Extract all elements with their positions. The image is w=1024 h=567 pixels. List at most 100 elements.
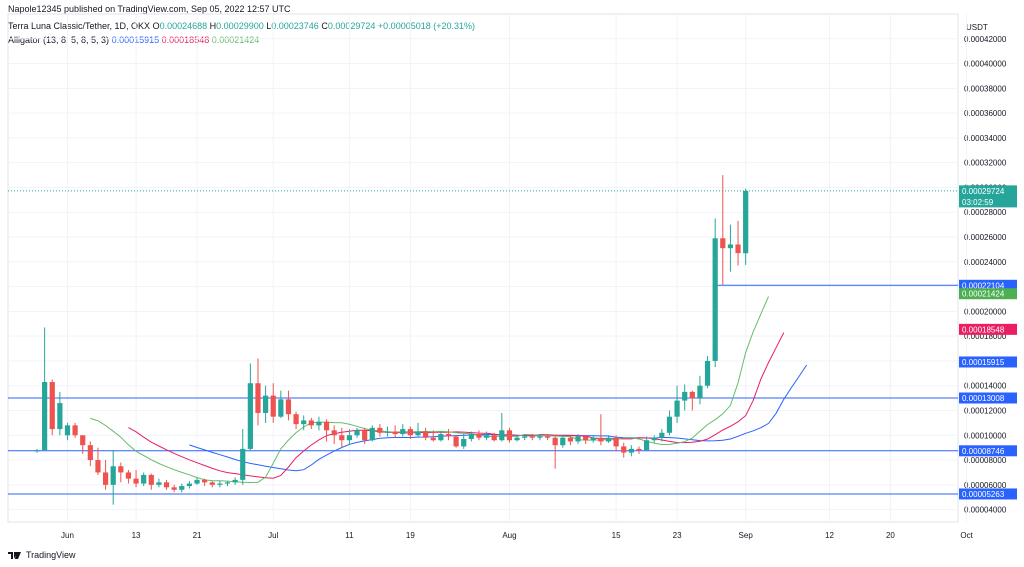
- candle-body: [194, 479, 200, 484]
- candle-body: [720, 238, 726, 249]
- candle-body: [499, 430, 505, 441]
- x-tick-label: 11: [345, 531, 354, 540]
- price-axis-label: [959, 288, 1017, 300]
- candle-body: [644, 440, 650, 451]
- y-tick-label: 0.00008000: [964, 456, 1007, 465]
- candle-body: [666, 416, 673, 433]
- candle-body: [453, 436, 459, 447]
- y-tick-label: 0.00020000: [964, 307, 1007, 316]
- open-value: 0.00024688: [159, 21, 208, 31]
- candle-body: [445, 434, 452, 437]
- alligator-lips-line: [90, 296, 769, 484]
- candle-body: [323, 421, 330, 431]
- candle-body: [735, 244, 741, 254]
- candle-body: [110, 466, 116, 485]
- candle-body: [682, 391, 688, 401]
- alligator-legend: Alligator (13, 8, 5, 8, 5, 3) 0.00015915…: [8, 35, 259, 45]
- candle-body: [689, 391, 695, 399]
- price-axis-label: [959, 185, 1017, 208]
- candle-body: [163, 482, 170, 488]
- price-axis-label-text: 0.00008746: [962, 447, 1005, 456]
- candle-body: [331, 430, 337, 436]
- y-tick-label: 0.00042000: [964, 35, 1007, 44]
- plot-border: [7, 13, 959, 523]
- x-tick-label: Sep: [739, 531, 754, 540]
- candle-body: [217, 483, 223, 485]
- alligator-jaw-line: [189, 364, 808, 472]
- x-tick-label: 15: [612, 531, 621, 540]
- y-tick-label: 0.00026000: [964, 233, 1007, 242]
- candle-body: [613, 437, 619, 447]
- price-axis-label-text: 0.00022104: [962, 281, 1005, 290]
- y-tick-label: 0.00036000: [964, 109, 1007, 118]
- candle-body: [247, 383, 253, 449]
- candle-body: [483, 435, 490, 438]
- candle-body: [102, 472, 109, 485]
- price-axis-label: [959, 279, 1017, 291]
- candle-body: [552, 437, 558, 446]
- candle-body: [712, 238, 718, 361]
- price-axis-label: [959, 356, 1017, 368]
- alligator-label[interactable]: Alligator (13, 8, 5, 8, 5, 3): [8, 35, 110, 45]
- candle-body: [468, 434, 474, 439]
- y-tick-label: 0.00030000: [964, 183, 1007, 192]
- candle-body: [704, 360, 711, 386]
- candle-body: [529, 436, 535, 438]
- candle-body: [628, 448, 634, 453]
- candle-body: [49, 381, 55, 430]
- candle-body: [293, 414, 299, 425]
- candle-body: [598, 437, 604, 442]
- y-tick-label: 0.00032000: [964, 159, 1007, 168]
- x-tick-label: Aug: [502, 531, 516, 540]
- candle-body: [354, 430, 360, 436]
- candle-body: [224, 482, 231, 484]
- candle-body: [232, 479, 238, 483]
- x-tick-label: 21: [193, 531, 202, 540]
- candle-body: [400, 429, 406, 435]
- candle-body: [727, 244, 734, 249]
- candle-body: [285, 399, 292, 415]
- candle-body: [316, 421, 322, 426]
- candle-body: [506, 430, 513, 441]
- candle-body: [567, 437, 573, 442]
- y-tick-label: 0.00016000: [964, 357, 1007, 366]
- candle-body: [544, 436, 551, 438]
- y-tick-label: 0.00024000: [964, 258, 1007, 267]
- candle-body: [141, 474, 147, 484]
- candle-body: [491, 435, 497, 441]
- alligator-teeth-line: [128, 332, 785, 479]
- candle-body: [369, 427, 375, 441]
- candle-body: [392, 431, 398, 435]
- candle-body: [674, 400, 680, 417]
- candle-body: [621, 446, 627, 453]
- candle-body: [423, 431, 429, 438]
- candle-body: [522, 436, 528, 438]
- price-axis-label-text: 0.00005263: [962, 490, 1005, 499]
- candle-body: [118, 466, 124, 473]
- price-axis-label-text: 0.00029724: [962, 187, 1005, 196]
- teeth-value: 0.00018548: [161, 35, 210, 45]
- y-tick-label: 0.00012000: [964, 406, 1007, 415]
- candle-body: [179, 486, 185, 490]
- ohlc-legend: Terra Luna Classic/Tether, 1D, OKX O0.00…: [8, 21, 475, 31]
- candle-body: [202, 479, 208, 483]
- tradingview-logo-icon: [8, 552, 21, 559]
- x-tick-label: Jul: [268, 531, 278, 540]
- candle-body: [278, 399, 284, 417]
- open-label: O: [152, 21, 160, 31]
- candle-body: [42, 381, 48, 451]
- y-tick-label: 0.00022000: [964, 283, 1007, 292]
- candle-body: [255, 383, 261, 413]
- y-tick-label: 0.00010000: [964, 431, 1007, 440]
- jaw-value: 0.00015915: [111, 35, 160, 45]
- candle-body: [95, 460, 101, 473]
- candle-body: [72, 425, 78, 436]
- candle-body: [743, 190, 749, 254]
- tradingview-logo[interactable]: TradingView: [8, 550, 76, 560]
- currency-label: USDT: [966, 23, 988, 32]
- candle-body: [415, 431, 421, 436]
- symbol-label[interactable]: Terra Luna Classic/Tether, 1D, OKX: [8, 21, 151, 31]
- price-axis-label-text: 0.00021424: [962, 290, 1005, 299]
